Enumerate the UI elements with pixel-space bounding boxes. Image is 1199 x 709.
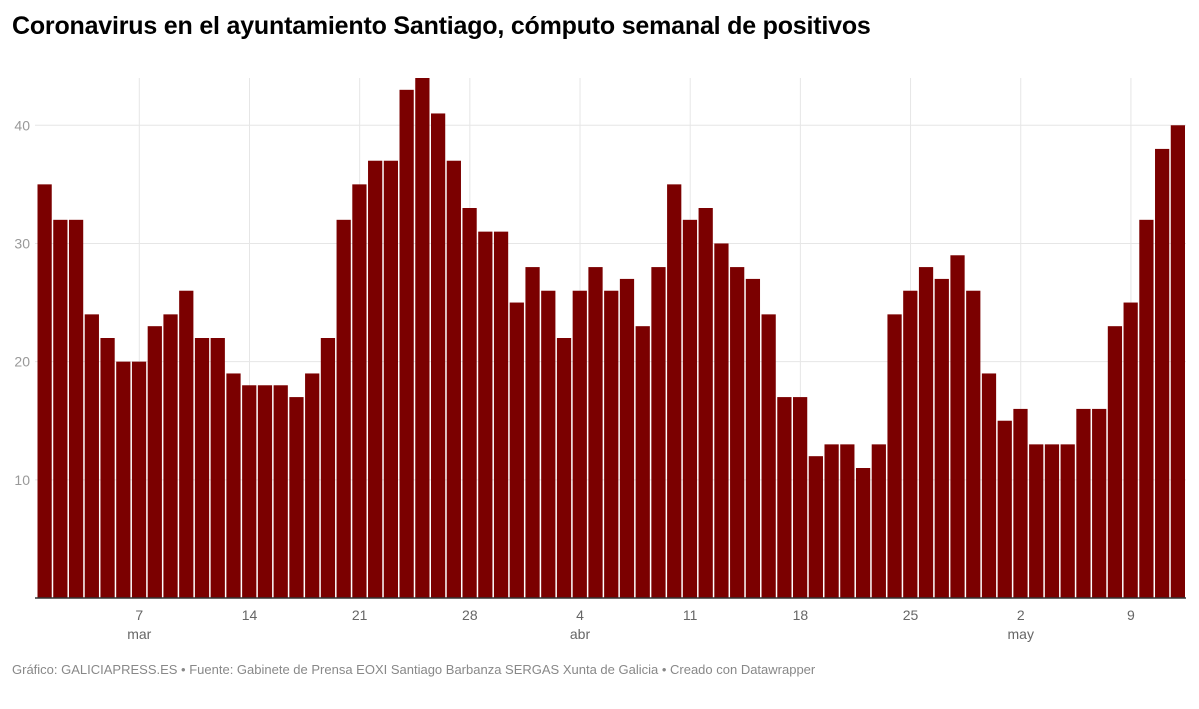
bar xyxy=(682,219,698,598)
bar xyxy=(556,338,572,598)
x-tick-label: 4 xyxy=(576,607,584,623)
chart-title: Coronavirus en el ayuntamiento Santiago,… xyxy=(12,12,871,40)
bar xyxy=(430,113,446,599)
bar xyxy=(745,278,761,598)
x-tick-label: 2 xyxy=(1017,607,1025,623)
bar xyxy=(147,326,162,598)
bar xyxy=(887,314,902,598)
x-tick-label: 14 xyxy=(242,607,258,623)
x-tick-label: 25 xyxy=(903,607,919,623)
bar xyxy=(289,397,304,598)
bar xyxy=(1029,444,1044,598)
bar xyxy=(210,338,225,598)
bar xyxy=(761,314,776,598)
bar xyxy=(541,290,556,598)
bar xyxy=(997,420,1012,598)
bar xyxy=(1092,408,1107,598)
bar xyxy=(651,267,666,598)
bar xyxy=(257,385,273,598)
bar xyxy=(478,231,493,599)
bar xyxy=(1044,444,1060,598)
bar xyxy=(194,338,210,598)
bar xyxy=(336,219,351,598)
bar xyxy=(446,160,461,598)
bar xyxy=(163,314,178,598)
bar xyxy=(179,290,194,598)
y-tick-label: 10 xyxy=(14,472,30,488)
x-month-label: may xyxy=(1008,626,1034,642)
bar xyxy=(1123,302,1138,598)
bar xyxy=(981,373,997,598)
bar xyxy=(493,231,509,599)
x-tick-label: 7 xyxy=(135,607,143,623)
bar xyxy=(604,290,619,598)
bar xyxy=(934,278,949,598)
bar xyxy=(352,184,367,598)
bar xyxy=(808,456,823,598)
bar xyxy=(1107,326,1123,598)
bar xyxy=(131,361,147,598)
bar xyxy=(84,314,99,598)
bar xyxy=(588,267,603,598)
bar xyxy=(855,468,871,598)
x-tick-label: 28 xyxy=(462,607,478,623)
bar xyxy=(619,278,635,598)
bar xyxy=(1013,408,1028,598)
bar xyxy=(415,78,430,598)
x-tick-label: 11 xyxy=(683,607,698,623)
bar xyxy=(667,184,682,598)
bar xyxy=(116,361,131,598)
bar xyxy=(53,219,68,598)
x-tick-label: 21 xyxy=(352,607,368,623)
bar xyxy=(1076,408,1091,598)
bar xyxy=(399,89,414,599)
bar xyxy=(824,444,839,598)
bar xyxy=(777,397,792,598)
bar xyxy=(273,385,288,598)
bar xyxy=(714,243,729,599)
bar xyxy=(730,267,745,598)
y-tick-label: 20 xyxy=(14,354,30,370)
bar xyxy=(1155,148,1170,598)
bar xyxy=(698,208,713,598)
bar xyxy=(525,267,540,598)
bar xyxy=(1139,219,1154,598)
bar xyxy=(635,326,650,598)
bar xyxy=(320,338,336,598)
bar xyxy=(918,267,934,598)
bar xyxy=(383,160,399,598)
bar xyxy=(903,290,918,598)
bar xyxy=(871,444,886,598)
bar xyxy=(1060,444,1075,598)
x-month-label: abr xyxy=(570,626,591,642)
bar xyxy=(242,385,257,598)
bar xyxy=(840,444,855,598)
bar xyxy=(462,208,477,598)
bar xyxy=(226,373,241,598)
bar xyxy=(1170,125,1185,598)
bar xyxy=(966,290,981,598)
bar xyxy=(37,184,52,598)
x-tick-label: 9 xyxy=(1127,607,1135,623)
x-tick-label: 18 xyxy=(793,607,809,623)
chart-footer: Gráfico: GALICIAPRESS.ES • Fuente: Gabin… xyxy=(12,662,816,677)
y-tick-label: 30 xyxy=(14,235,30,251)
bar xyxy=(100,338,115,598)
bar xyxy=(305,373,320,598)
x-month-label: mar xyxy=(127,626,151,642)
y-tick-label: 40 xyxy=(14,117,30,133)
bar xyxy=(572,290,587,598)
bar xyxy=(950,255,965,599)
bar xyxy=(68,219,84,598)
bar xyxy=(509,302,524,598)
bar xyxy=(793,397,808,598)
bar xyxy=(368,160,383,598)
